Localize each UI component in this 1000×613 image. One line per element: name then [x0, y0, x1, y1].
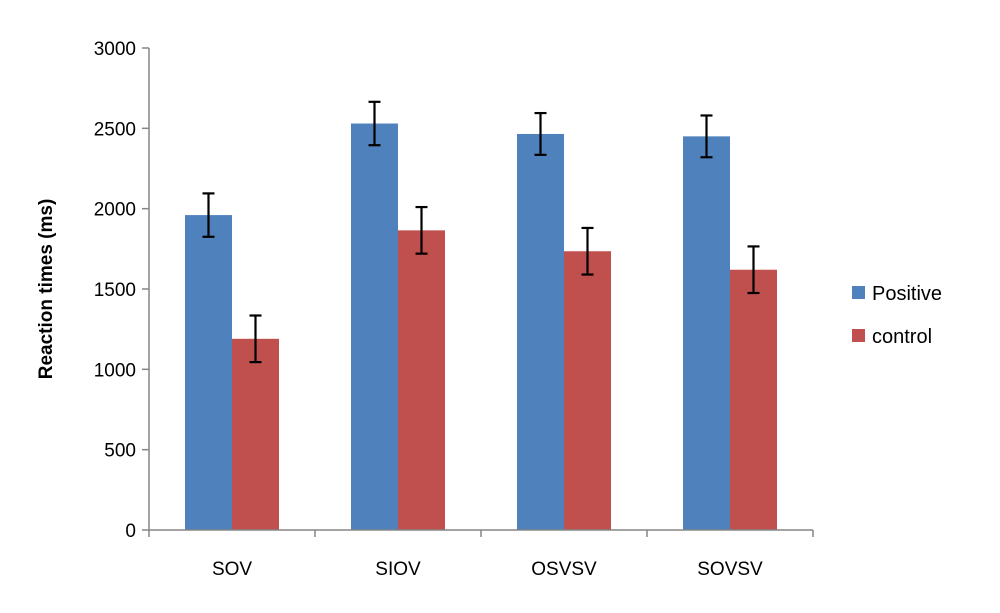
- y-tick-label-500: 500: [104, 441, 136, 462]
- legend-label-positive: Positive: [872, 283, 942, 305]
- error-bar-control-osvsv: [581, 226, 594, 276]
- bar-positive-siov: [351, 123, 398, 530]
- bar-control-sovsv: [730, 269, 777, 530]
- bars-layer: [185, 123, 777, 531]
- error-bar-positive-siov: [368, 100, 381, 147]
- y-tick-label-2500: 2500: [94, 119, 136, 140]
- y-tick-label-0: 0: [125, 521, 136, 542]
- error-bar-positive-sov: [202, 192, 215, 238]
- bar-control-sov: [232, 338, 279, 530]
- legend-swatch-control: [852, 329, 865, 342]
- y-tick-label-1500: 1500: [94, 280, 136, 301]
- x-tick-label-osvsv: OSVSV: [531, 559, 597, 580]
- error-bar-control-sovsv: [747, 245, 760, 295]
- y-tick-label-1000: 1000: [94, 360, 136, 381]
- bar-control-osvsv: [564, 251, 611, 530]
- bar-positive-sovsv: [683, 136, 730, 530]
- x-tick-label-siov: SIOV: [375, 559, 421, 580]
- x-tick-label-sov: SOV: [212, 559, 252, 580]
- error-bar-control-sov: [249, 314, 262, 364]
- legend-swatch-positive: [852, 286, 865, 299]
- axes-layer: 0 500 1000 1500 2000 2500 3000 SOV SIOV OSVSV SOVS…: [94, 39, 814, 580]
- x-tick-label-sovsv: SOVSV: [697, 559, 763, 580]
- y-axis-title: Reaction times (ms): [36, 199, 57, 380]
- legend-label-control: control: [872, 326, 932, 348]
- bar-positive-sov: [185, 215, 232, 531]
- error-bar-positive-osvsv: [534, 111, 547, 156]
- bar-positive-osvsv: [517, 133, 564, 530]
- error-bar-control-siov: [415, 205, 428, 255]
- bar-control-siov: [398, 230, 445, 530]
- y-tick-label-3000: 3000: [94, 39, 136, 60]
- legend: Positive control: [852, 283, 942, 348]
- error-bar-positive-sovsv: [700, 114, 713, 159]
- error-bars-layer: [202, 100, 760, 364]
- y-tick-label-2000: 2000: [94, 200, 136, 221]
